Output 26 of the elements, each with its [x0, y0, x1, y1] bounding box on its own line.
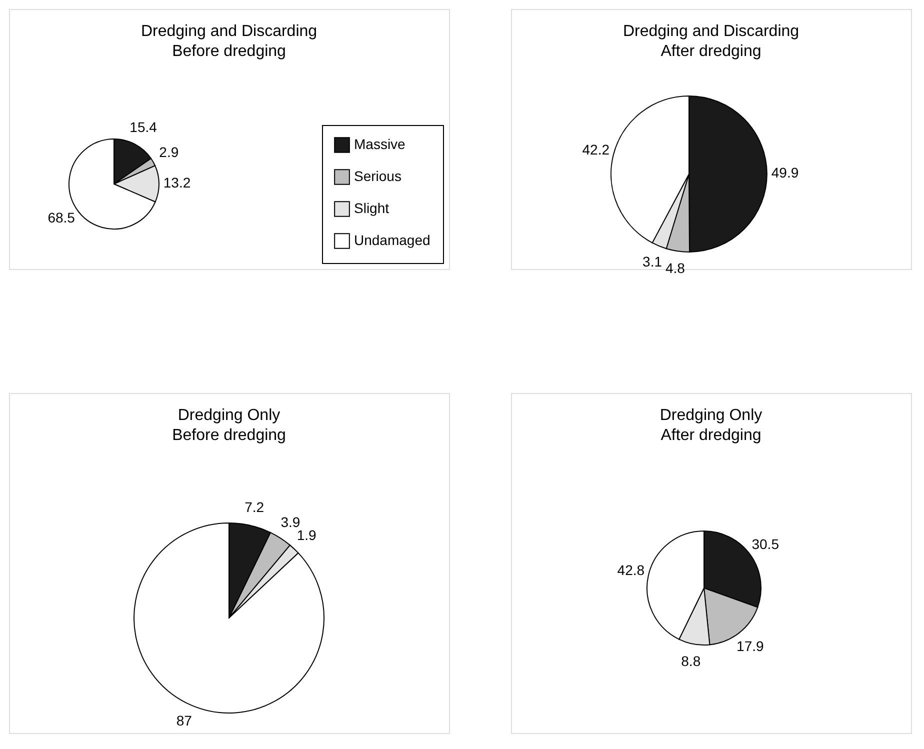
data-label: 2.9 [159, 144, 179, 160]
data-label: 4.8 [665, 260, 686, 276]
chart-subtitle: After dredging [660, 427, 762, 444]
data-label: 7.2 [244, 498, 264, 515]
data-label: 42.8 [617, 562, 645, 578]
chart-subtitle: Before dredging [172, 43, 286, 60]
legend-label: Serious [354, 168, 402, 184]
data-label: 8.8 [681, 652, 701, 669]
chart-subtitle: Before dredging [172, 427, 286, 444]
chart-title: Dredging Only [660, 407, 762, 424]
chart-title: Dredging Only [178, 407, 280, 424]
data-label: 15.4 [130, 119, 158, 136]
data-label: 17.9 [736, 638, 764, 654]
chart-title: Dredging and Discarding [140, 23, 318, 40]
data-label: 3.1 [642, 254, 662, 270]
chart-subtitle: After dredging [660, 43, 762, 60]
legend-label: Slight [354, 200, 390, 216]
legend-label: Undamaged [354, 232, 430, 248]
data-label: 42.2 [582, 142, 610, 158]
data-label: 30.5 [752, 536, 780, 552]
legend-label: Massive [354, 136, 406, 152]
data-label: 13.2 [163, 174, 191, 191]
data-label: 49.9 [771, 164, 799, 181]
chart-title: Dredging and Discarding [622, 23, 800, 40]
data-label: 87 [176, 712, 192, 729]
data-label: 68.5 [48, 210, 76, 226]
